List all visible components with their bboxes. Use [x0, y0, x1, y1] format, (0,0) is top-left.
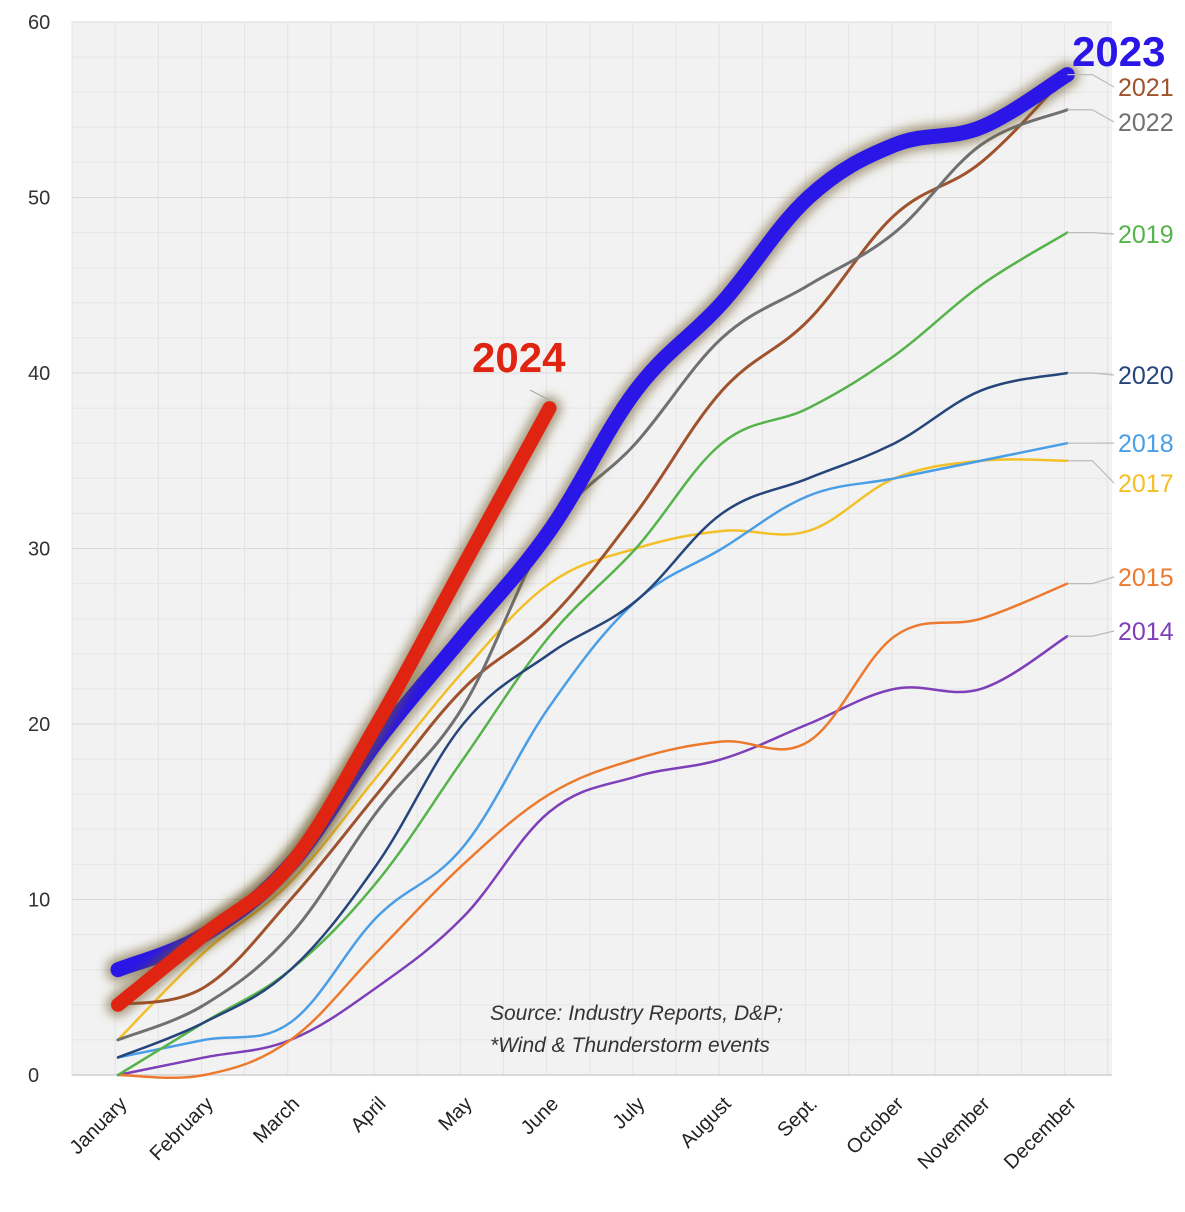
series-label-2024: 2024 — [472, 334, 566, 381]
series-label-2020: 2020 — [1118, 362, 1174, 390]
series-label-2015: 2015 — [1118, 564, 1174, 592]
series-line-2018 — [116, 441, 1069, 1059]
series-line-2021 — [116, 73, 1069, 1007]
series-label-2018: 2018 — [1118, 430, 1174, 458]
leader-line-2024 — [529, 389, 550, 401]
x-tick-label: February — [146, 1093, 218, 1165]
x-tick-label: March — [249, 1093, 304, 1148]
x-tick-label: November — [914, 1093, 995, 1174]
x-tick-label: Sept. — [773, 1093, 822, 1142]
leader-line-2019 — [1067, 232, 1115, 235]
leader-line-2022 — [1067, 109, 1115, 123]
leader-line-2014 — [1067, 630, 1115, 637]
y-tick-label: 60 — [28, 12, 50, 34]
leader-line-2020 — [1067, 372, 1115, 376]
series-line-2015 — [116, 582, 1069, 1080]
x-tick-label: May — [434, 1093, 476, 1135]
y-tick-label: 40 — [28, 363, 50, 385]
leader-line-2021 — [1067, 74, 1115, 88]
series-label-2023: 2023 — [1072, 28, 1165, 75]
x-tick-label: June — [517, 1093, 563, 1139]
y-tick-label: 0 — [28, 1065, 39, 1087]
x-tick-label: December — [1000, 1093, 1081, 1174]
series-label-2021: 2021 — [1118, 74, 1174, 102]
x-tick-label: October — [842, 1093, 908, 1159]
x-tick-label: January — [66, 1093, 132, 1159]
x-tick-label: August — [676, 1093, 736, 1153]
y-tick-label: 30 — [28, 539, 50, 561]
series-line-2020 — [116, 371, 1069, 1059]
series-label-2022: 2022 — [1118, 109, 1174, 137]
leader-line-2015 — [1067, 576, 1115, 585]
series-labels: 2014 2015 2017 2018 2019 2020 2021 2022 2023 2024 — [472, 28, 1174, 646]
series-line-2024 — [111, 401, 557, 1012]
x-tick-label: July — [609, 1093, 650, 1134]
series-label-2017: 2017 — [1118, 470, 1174, 498]
source-note: Source: Industry Reports, D&P; — [490, 1002, 783, 1025]
series-lines — [105, 62, 1080, 1080]
source-note-events: *Wind & Thunderstorm events — [490, 1034, 770, 1057]
x-tick-label: April — [347, 1093, 391, 1137]
y-tick-label: 50 — [28, 188, 50, 210]
series-label-2014: 2014 — [1118, 618, 1174, 646]
y-tick-label: 20 — [28, 714, 50, 736]
leader-line-2017 — [1067, 460, 1115, 484]
y-tick-label: 10 — [28, 890, 50, 912]
series-label-2019: 2019 — [1118, 221, 1174, 249]
